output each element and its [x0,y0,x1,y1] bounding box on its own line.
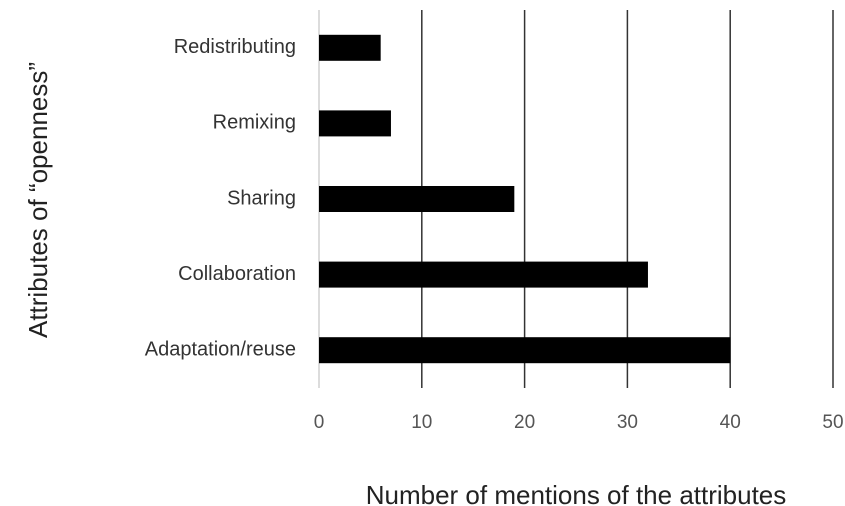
bar [319,186,515,212]
x-tick-label: 30 [617,412,638,433]
x-tick-label: 40 [720,412,741,433]
y-tick-label: Collaboration [178,263,296,285]
x-tick-label: 0 [314,412,325,433]
bar [319,34,381,61]
y-tick-label: Sharing [227,187,296,209]
y-tick-label: Redistributing [174,36,296,58]
x-tick-label: 20 [514,412,535,433]
y-axis-title: Attributes of “openness” [23,62,53,338]
y-tick-label: Adaptation/reuse [145,338,296,360]
bar [319,261,648,288]
y-tick-label: Remixing [213,112,296,134]
x-axis-title: Number of mentions of the attributes [366,480,787,506]
x-tick-label: 10 [411,412,432,433]
bar [319,110,391,137]
bar [319,337,731,364]
x-tick-label: 50 [822,412,843,433]
